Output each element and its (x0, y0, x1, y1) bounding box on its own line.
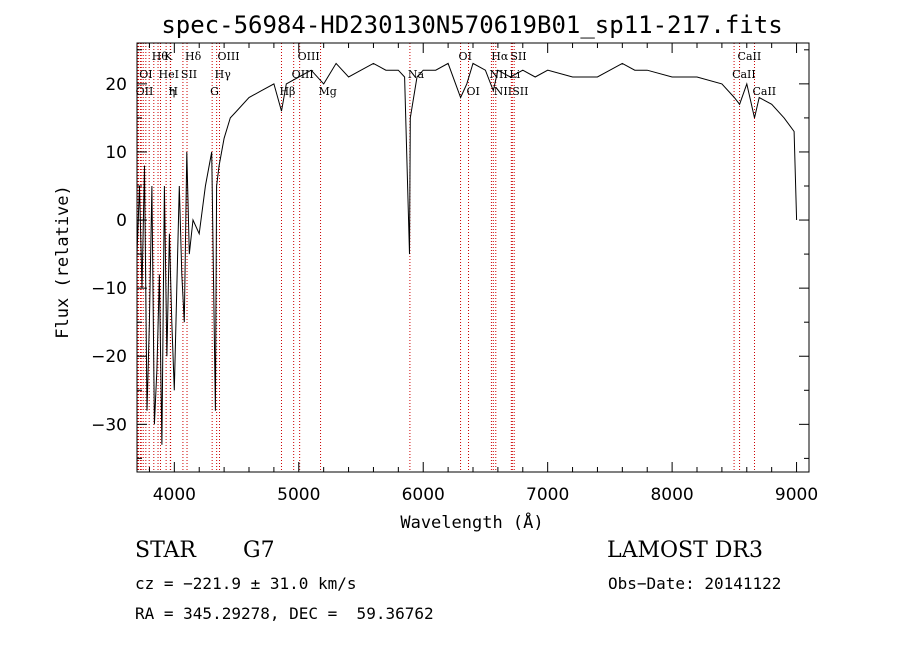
ra-dec-coordinates: RA = 345.29278, DEC = 59.36762 (135, 604, 434, 623)
y-axis-ticks: −30 −20 −10 0 10 20 (91, 49, 809, 459)
line-label: OIII (218, 50, 240, 63)
line-label: Na (408, 68, 425, 81)
line-label: Hθ (152, 50, 169, 63)
chart-title: spec-56984-HD230130N570619B01_sp11-217.f… (161, 11, 782, 39)
line-label: OIII (298, 50, 320, 63)
spectrum-line (136, 62, 798, 445)
line-label: Hβ (279, 85, 295, 98)
line-label: OII (136, 85, 154, 98)
line-label: K (164, 50, 173, 63)
redshift-cz: cz = −221.9 ± 31.0 km/s (135, 574, 357, 593)
line-label: NII (489, 68, 507, 81)
x-tick-label: 7000 (526, 485, 569, 505)
y-axis-label: Flux (relative) (53, 185, 73, 339)
y-tick-label: −10 (91, 279, 127, 299)
y-tick-label: 20 (105, 75, 127, 95)
object-class: STAR (135, 538, 196, 563)
y-tick-label: 0 (116, 211, 127, 231)
line-label: NII (494, 85, 512, 98)
line-label: CaII (732, 68, 756, 81)
x-tick-label: 4000 (153, 485, 196, 505)
line-label: Hδ (185, 50, 202, 63)
line-label: SII (510, 50, 526, 63)
line-label: OI (459, 50, 472, 63)
emission-line-markers (137, 43, 755, 472)
line-label: G (210, 85, 219, 98)
plot-frame (136, 42, 810, 473)
survey-name: LAMOST DR3 (607, 538, 763, 563)
x-axis-label: Wavelength (Å) (400, 511, 543, 533)
emission-line-labels: OIIOIHθHeIKHηSIIHδGHγOIIIHβOIIIOIIIMgNaO… (136, 50, 777, 98)
line-label: SII (512, 85, 528, 98)
line-label: HeI (159, 68, 179, 81)
observation-date: Obs−Date: 20141122 (608, 574, 782, 593)
x-tick-label: 5000 (277, 485, 320, 505)
x-axis-ticks: 4000 5000 6000 7000 8000 9000 (148, 43, 818, 505)
y-tick-label: −30 (91, 415, 127, 435)
line-label: Hγ (215, 68, 232, 81)
object-subclass: G7 (243, 538, 275, 563)
x-tick-label: 8000 (650, 485, 693, 505)
y-tick-label: −20 (91, 347, 127, 367)
line-label: CaII (752, 85, 776, 98)
line-label: OI (467, 85, 480, 98)
line-label: Hα (491, 50, 509, 63)
line-label: Mg (319, 85, 337, 98)
x-tick-label: 6000 (402, 485, 445, 505)
line-label: η (169, 85, 176, 98)
x-tick-label: 9000 (775, 485, 818, 505)
line-label: OI (139, 68, 152, 81)
y-tick-label: 10 (105, 143, 127, 163)
line-label: H (168, 85, 178, 98)
line-label: SII (181, 68, 197, 81)
line-label: CaII (738, 50, 762, 63)
